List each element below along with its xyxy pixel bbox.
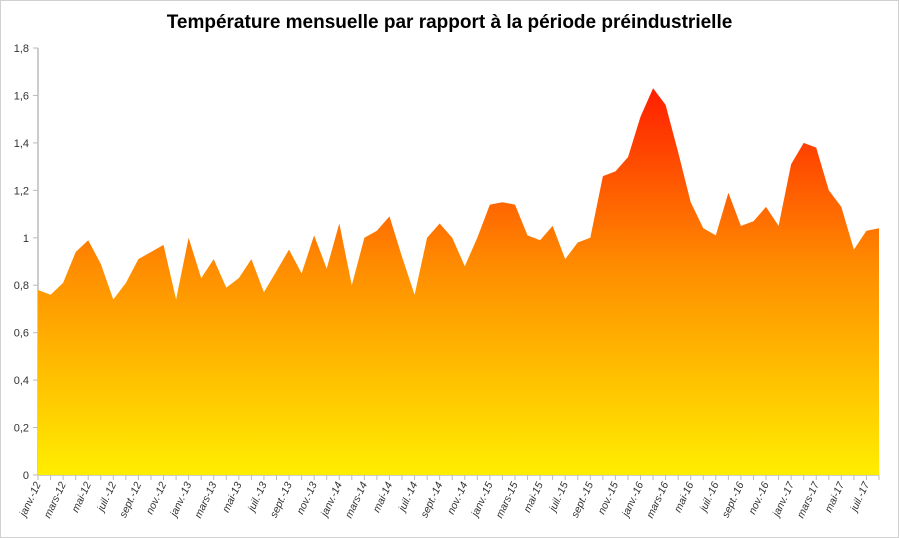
x-tick-label: juil.-15 <box>546 480 571 515</box>
x-tick-label: sept.-15 <box>569 480 596 520</box>
x-tick-label: mai-14 <box>371 480 396 514</box>
x-tick-label: sept.-16 <box>720 480 747 520</box>
y-tick-label: 0,6 <box>14 328 29 340</box>
x-tick-label: janv.-16 <box>619 480 646 520</box>
x-tick-label: nov.-16 <box>746 480 771 516</box>
x-tick-label: mai-17 <box>823 479 848 514</box>
x-tick-label: mai-12 <box>69 480 94 514</box>
x-tick-label: sept.-13 <box>268 480 295 520</box>
y-tick-label: 0,4 <box>14 375 29 387</box>
y-tick-label: 1,2 <box>14 185 29 197</box>
x-tick-label: janv.-12 <box>17 480 44 520</box>
y-tick-label: 1,4 <box>14 138 29 150</box>
x-tick-label: mars-14 <box>343 480 370 520</box>
y-tick-label: 1 <box>23 233 29 245</box>
x-tick-label: janv.-17 <box>770 479 798 520</box>
x-tick-label: nov.-13 <box>295 480 320 516</box>
x-tick-label: juil.-14 <box>395 480 420 515</box>
area-series <box>38 88 879 476</box>
x-tick-label: janv.-15 <box>468 480 495 520</box>
x-tick-label: sept.-12 <box>117 480 144 520</box>
x-tick-label: nov.-12 <box>144 480 169 516</box>
y-tick-label: 1,6 <box>14 90 29 102</box>
y-tick-label: 0 <box>23 470 29 482</box>
x-tick-label: mai-16 <box>672 480 697 514</box>
x-tick-label: mars-16 <box>644 480 671 520</box>
x-tick-label: mars-15 <box>494 480 521 520</box>
x-tick-label: mars-17 <box>795 479 823 520</box>
y-tick-label: 0,2 <box>14 423 29 435</box>
x-tick-label: juil.-12 <box>94 480 119 515</box>
y-tick-label: 1,8 <box>14 43 29 55</box>
x-tick-label: janv.-13 <box>167 480 194 520</box>
x-tick-label: mars-13 <box>192 480 219 520</box>
x-tick-label: sept.-14 <box>418 480 445 520</box>
x-tick-label: mars-12 <box>42 480 69 520</box>
x-tick-label: mai-13 <box>220 480 245 514</box>
x-tick-label: nov.-14 <box>445 480 470 516</box>
x-tick-label: janv.-14 <box>318 480 345 520</box>
x-tick-label: juil.-13 <box>245 480 270 515</box>
chart-title: Température mensuelle par rapport à la p… <box>166 12 733 33</box>
x-tick-label: mai-15 <box>521 480 546 514</box>
y-tick-label: 0,8 <box>14 280 29 292</box>
x-tick-label: juil.-17 <box>847 479 872 515</box>
x-tick-label: nov.-15 <box>596 480 621 516</box>
x-tick-label: juil.-16 <box>697 480 722 515</box>
